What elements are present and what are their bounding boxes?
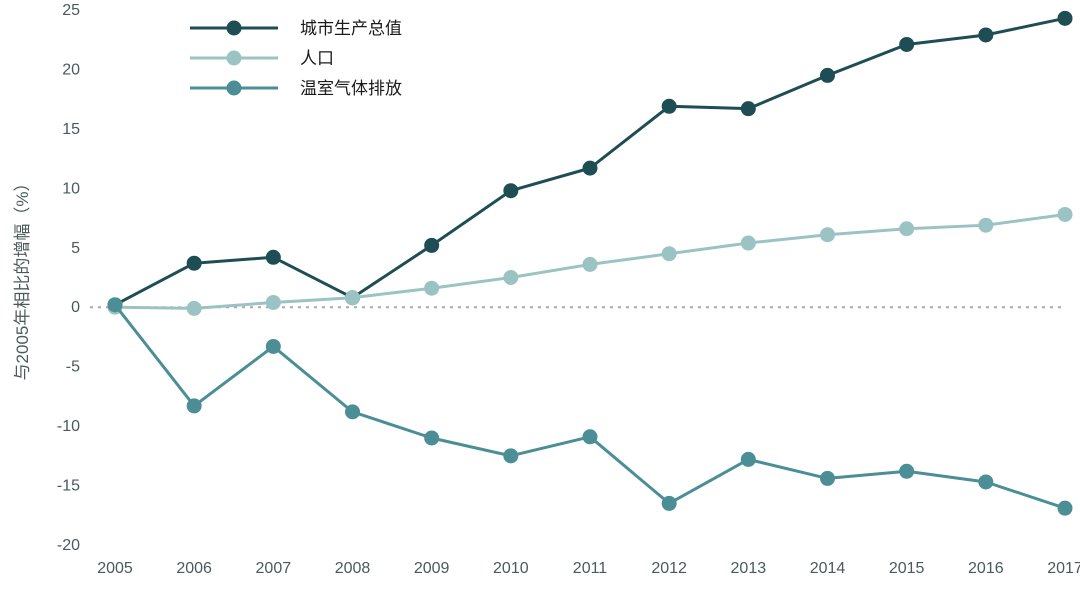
series-marker-ghg: [345, 404, 360, 419]
series-marker-pop: [583, 257, 598, 272]
series-marker-ghg: [424, 431, 439, 446]
legend-label-ghg: 温室气体排放: [300, 79, 402, 98]
series-marker-ghg: [978, 474, 993, 489]
series-marker-pop: [345, 290, 360, 305]
series-marker-ghg: [266, 339, 281, 354]
series-marker-gdp: [820, 68, 835, 83]
series-marker-pop: [978, 218, 993, 233]
series-marker-ghg: [583, 429, 598, 444]
x-tick-label: 2010: [493, 560, 529, 577]
series-marker-pop: [266, 295, 281, 310]
x-tick-label: 2017: [1047, 560, 1080, 577]
series-marker-pop: [1058, 207, 1073, 222]
legend-label-gdp: 城市生产总值: [300, 19, 402, 38]
series-marker-gdp: [662, 99, 677, 114]
y-axis-title: 与2005年相比的增幅（%）: [13, 175, 32, 381]
series-marker-gdp: [266, 250, 281, 265]
series-marker-gdp: [583, 161, 598, 176]
x-tick-label: 2014: [810, 560, 846, 577]
series-marker-ghg: [108, 297, 123, 312]
y-tick-label: -5: [66, 359, 80, 376]
series-marker-ghg: [662, 496, 677, 511]
series-marker-pop: [424, 281, 439, 296]
series-marker-gdp: [424, 238, 439, 253]
series-marker-gdp: [899, 37, 914, 52]
line-chart: -20 -15 -10 -5 0 5 10 15 20 25 2005 2006 2007 2008 200…: [0, 0, 1080, 593]
series-marker-gdp: [741, 101, 756, 116]
x-tick-label: 2008: [335, 560, 371, 577]
series-marker-pop: [820, 227, 835, 242]
series-marker-gdp: [187, 256, 202, 271]
series-marker-ghg: [899, 464, 914, 479]
legend-marker-ghg: [227, 81, 242, 96]
legend-marker-gdp: [227, 21, 242, 36]
y-tick-label: -15: [57, 478, 80, 495]
x-tick-label: 2013: [731, 560, 767, 577]
series-marker-gdp: [978, 27, 993, 42]
x-tick-label: 2005: [97, 560, 133, 577]
x-tick-label: 2011: [573, 560, 608, 577]
series-marker-gdp: [1058, 11, 1073, 26]
series-marker-ghg: [503, 448, 518, 463]
chart-svg: -20 -15 -10 -5 0 5 10 15 20 25 2005 2006 2007 2008 200…: [0, 0, 1080, 593]
x-tick-label: 2006: [176, 560, 212, 577]
series-marker-pop: [662, 246, 677, 261]
series-marker-pop: [503, 270, 518, 285]
x-tick-label: 2007: [256, 560, 292, 577]
series-marker-ghg: [741, 452, 756, 467]
series-marker-ghg: [187, 398, 202, 413]
y-tick-label: 20: [62, 61, 80, 78]
y-tick-label: 0: [71, 299, 80, 316]
x-tick-label: 2016: [968, 560, 1004, 577]
series-marker-ghg: [1058, 501, 1073, 516]
series-marker-pop: [187, 301, 202, 316]
y-tick-label: -10: [57, 418, 80, 435]
y-tick-label: 25: [62, 2, 80, 19]
x-tick-label: 2015: [889, 560, 925, 577]
y-tick-label: -20: [57, 537, 80, 554]
legend-label-pop: 人口: [300, 49, 334, 68]
y-tick-label: 15: [62, 121, 80, 138]
y-tick-label: 5: [71, 240, 80, 257]
series-marker-gdp: [503, 183, 518, 198]
series-marker-pop: [741, 236, 756, 251]
x-tick-label: 2012: [651, 560, 687, 577]
legend-marker-pop: [227, 51, 242, 66]
y-tick-label: 10: [62, 180, 80, 197]
series-marker-pop: [899, 221, 914, 236]
x-tick-label: 2009: [414, 560, 450, 577]
series-marker-ghg: [820, 471, 835, 486]
